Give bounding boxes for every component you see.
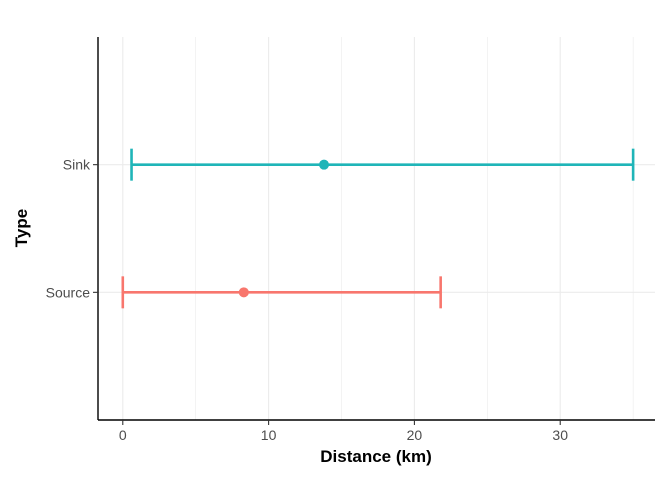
x-ticks: 0 10 20 30 — [119, 420, 568, 443]
axes — [97, 37, 655, 421]
x-axis-title: Distance (km) — [320, 447, 431, 466]
center-point — [319, 159, 330, 170]
error-bars — [121, 148, 635, 309]
x-tick-label: 10 — [261, 427, 277, 443]
error-bar-sink — [130, 148, 635, 181]
x-tick-label: 30 — [552, 427, 568, 443]
y-tick-label: Sink — [63, 157, 91, 173]
center-point — [238, 287, 249, 298]
y-tick-label: Source — [46, 284, 91, 300]
y-axis-title: Type — [12, 209, 31, 247]
y-ticks: Source Sink — [46, 157, 98, 300]
grid-lines — [98, 37, 655, 420]
x-tick-label: 20 — [407, 427, 423, 443]
x-tick-label: 0 — [119, 427, 127, 443]
error-bar-source — [121, 276, 442, 309]
